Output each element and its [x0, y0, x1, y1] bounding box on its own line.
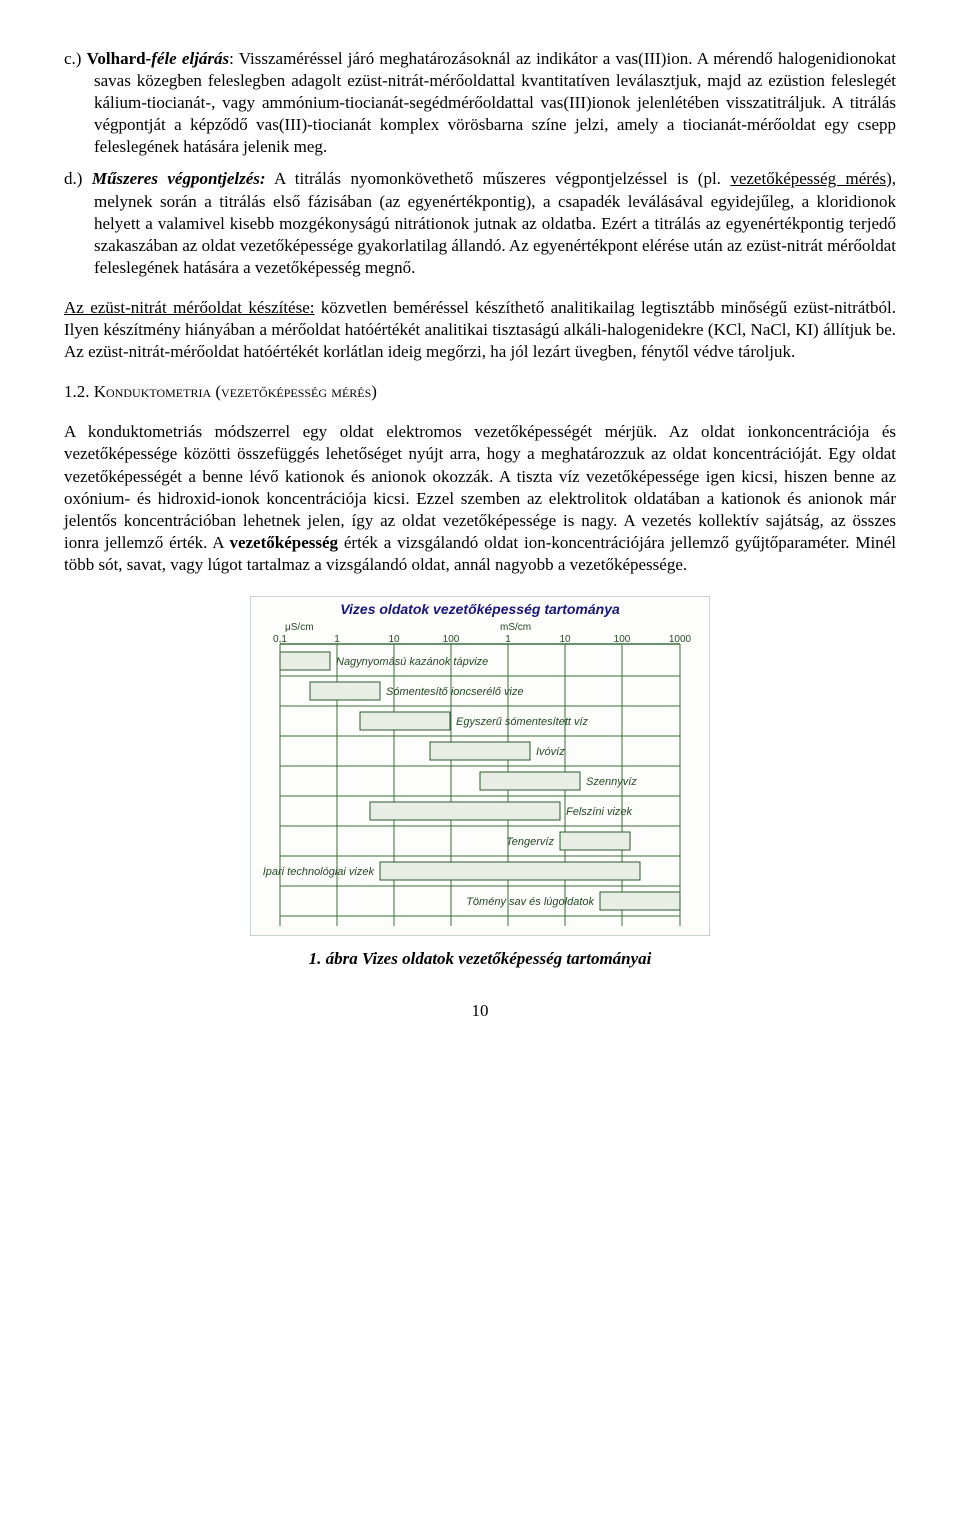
svg-text:Ipari technológiai vizek: Ipari technológiai vizek	[263, 866, 375, 878]
svg-text:Egyszerű sómentesített víz: Egyszerű sómentesített víz	[456, 716, 589, 728]
svg-text:Tengervíz: Tengervíz	[506, 836, 554, 848]
chart-svg: Vizes oldatok vezetőképesség tartománya μ…	[250, 596, 710, 936]
item-d-body1: A titrálás nyomonkövethető műszeres végp…	[266, 169, 731, 188]
section-heading: 1.2. Konduktometria (vezetőképesség méré…	[64, 381, 896, 403]
item-d-label: d.)	[64, 169, 92, 188]
conductivity-chart: Vizes oldatok vezetőképesség tartománya μ…	[64, 596, 896, 936]
svg-text:mS/cm: mS/cm	[500, 622, 531, 633]
list-item-d: d.) Műszeres végpontjelzés: A titrálás n…	[64, 168, 896, 278]
para2-underlined: Az ezüst-nitrát mérőoldat készítése:	[64, 298, 314, 317]
paragraph-agno3: Az ezüst-nitrát mérőoldat készítése: köz…	[64, 297, 896, 363]
list-item-c: c.) Volhard-féle eljárás: Visszaméréssel…	[64, 48, 896, 158]
svg-text:Vizes oldatok vezetőképesség t: Vizes oldatok vezetőképesség tartománya	[340, 601, 620, 617]
svg-text:Nagynyomású kazánok tápvize: Nagynyomású kazánok tápvize	[336, 656, 488, 668]
item-c-lead-bold: Volhard	[87, 49, 146, 68]
svg-text:Tömény sav és lúgoldatok: Tömény sav és lúgoldatok	[466, 896, 594, 908]
page-number: 10	[64, 1000, 896, 1022]
svg-text:Felszíni vizek: Felszíni vizek	[566, 806, 633, 818]
item-c-label: c.)	[64, 49, 87, 68]
svg-text:Sómentesítő ioncserélő vize: Sómentesítő ioncserélő vize	[386, 686, 524, 698]
heading-text: 1.2. Konduktometria (vezetőképesség méré…	[64, 382, 377, 401]
item-d-lead-italic: Műszeres végpontjelzés:	[92, 169, 266, 188]
item-d-underlined: vezetőképesség mérés	[730, 169, 886, 188]
svg-text:Ivóvíz: Ivóvíz	[536, 746, 565, 758]
figure-caption: 1. ábra Vizes oldatok vezetőképesség tar…	[64, 948, 896, 970]
svg-text:Szennyvíz: Szennyvíz	[586, 776, 637, 788]
para3-bold: vezetőképesség	[229, 533, 338, 552]
item-c-lead-italic: -féle eljárás	[146, 49, 230, 68]
paragraph-conductometry: A konduktometriás módszerrel egy oldat e…	[64, 421, 896, 576]
svg-text:μS/cm: μS/cm	[285, 622, 314, 633]
